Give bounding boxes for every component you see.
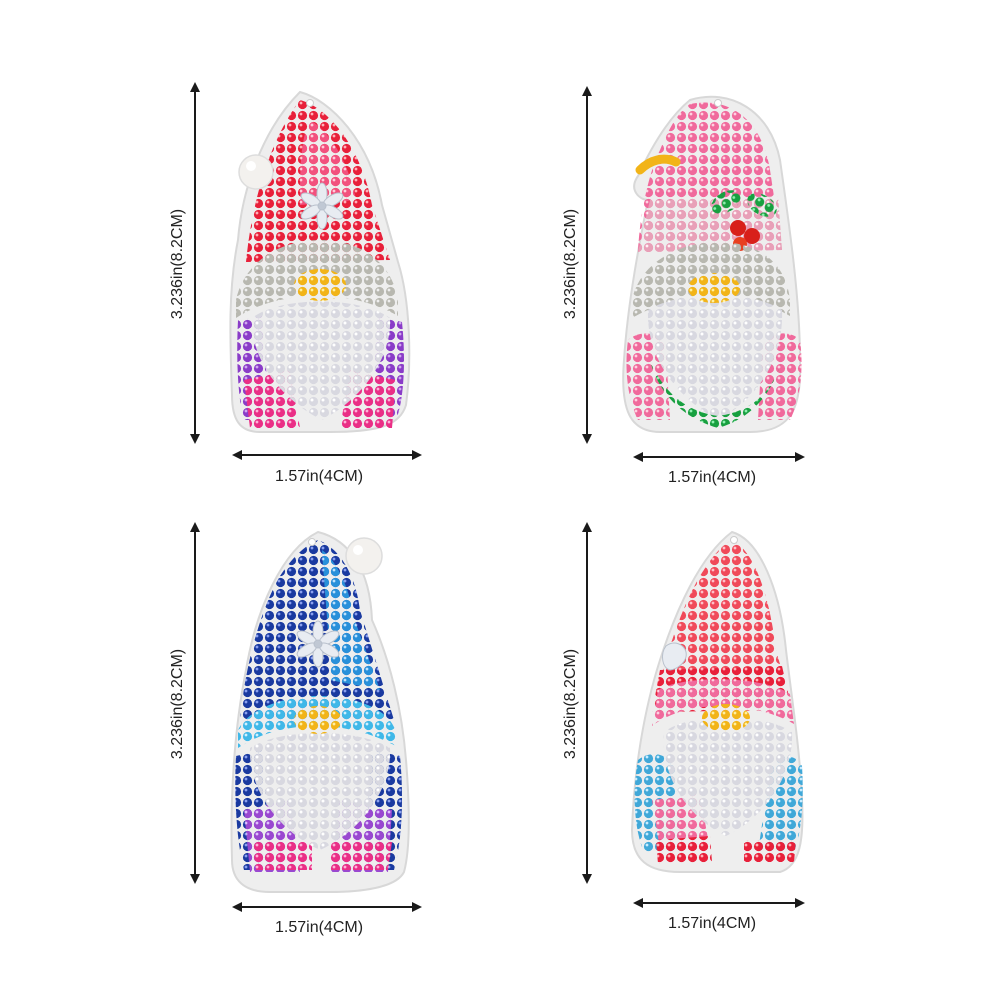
width-label: 1.57in(4CM) (275, 919, 364, 936)
height-label: 3.236in(8.2CM) (169, 648, 186, 760)
gnome-figure-4 (630, 530, 804, 873)
gnome-figure-1 (229, 90, 411, 433)
height-arrow (582, 522, 592, 884)
gnome-panel-1: 3.236in(8.2CM) 1.57in(4CM) (0, 0, 500, 500)
gnome-panel-2: 3.236in(8.2CM) 1.57in(4CM) (500, 0, 1000, 500)
width-label: 1.57in(4CM) (668, 915, 757, 932)
gnome-panel-3: 3.236in(8.2CM) 1.57in(4CM) (0, 500, 500, 1000)
holly-icon (711, 190, 777, 251)
gnome-figure-2 (622, 95, 802, 433)
height-label: 3.236in(8.2CM) (169, 208, 186, 320)
width-arrow (633, 898, 805, 908)
width-arrow (232, 902, 422, 912)
gnome-panel-4: 3.236in(8.2CM) 1.57in(4CM) (500, 500, 1000, 1000)
height-arrow (190, 82, 200, 444)
snowflake-icon (296, 620, 340, 668)
width-label: 1.57in(4CM) (275, 468, 364, 485)
height-arrow (190, 522, 200, 884)
width-label: 1.57in(4CM) (668, 469, 757, 486)
heart-gem-icon (662, 642, 687, 671)
width-arrow (232, 450, 422, 460)
gnome-figure-3 (230, 530, 410, 893)
height-arrow (582, 86, 592, 444)
width-arrow (633, 452, 805, 462)
height-label: 3.236in(8.2CM) (562, 648, 579, 760)
height-label: 3.236in(8.2CM) (562, 208, 579, 320)
